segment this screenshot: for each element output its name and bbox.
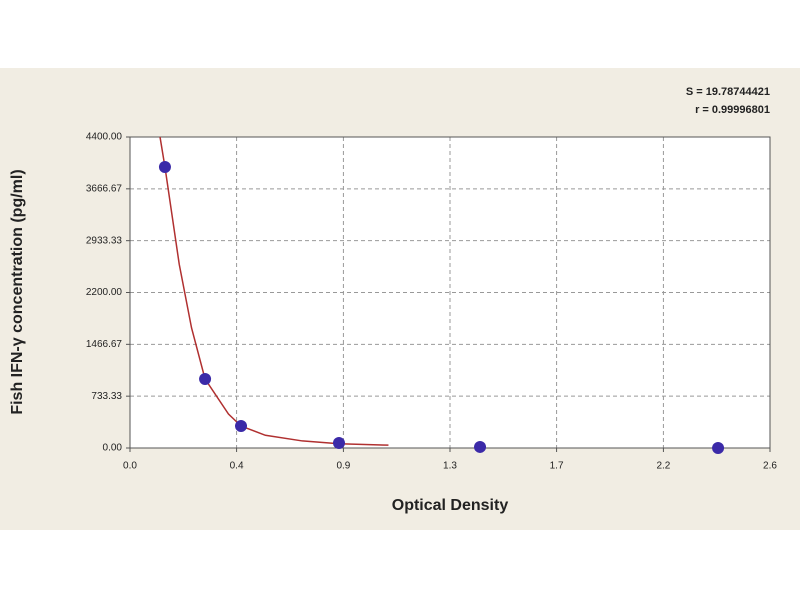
y-tick-label: 2200.00 — [86, 287, 123, 298]
annotation: S = 19.78744421 — [686, 86, 770, 98]
x-tick-label: 0.0 — [123, 461, 137, 472]
x-tick-label: 1.3 — [443, 461, 457, 472]
x-tick-label: 0.9 — [336, 461, 350, 472]
data-point — [235, 420, 248, 433]
annotation: r = 0.99996801 — [695, 104, 770, 116]
data-point — [332, 437, 345, 450]
data-point — [474, 440, 487, 453]
data-point — [712, 442, 725, 454]
fit-curve — [159, 136, 389, 446]
x-tick-label: 2.2 — [656, 461, 670, 472]
x-axis-title: Optical Density — [392, 497, 509, 514]
data-point — [199, 373, 212, 386]
data-point — [158, 160, 171, 173]
y-axis-title: Fish IFN-γ concentration (pg/ml) — [9, 169, 26, 414]
x-tick-label: 2.6 — [763, 461, 777, 472]
y-tick-label: 733.33 — [91, 391, 122, 402]
x-tick-label: 0.4 — [230, 461, 244, 472]
y-tick-label: 2933.33 — [86, 235, 123, 246]
y-tick-label: 1466.67 — [86, 339, 123, 350]
y-tick-label: 3666.67 — [86, 183, 123, 194]
y-tick-label: 4400.00 — [86, 132, 123, 143]
y-tick-label: 0.00 — [103, 443, 123, 454]
plot-border — [129, 136, 771, 449]
x-tick-label: 1.7 — [550, 461, 564, 472]
